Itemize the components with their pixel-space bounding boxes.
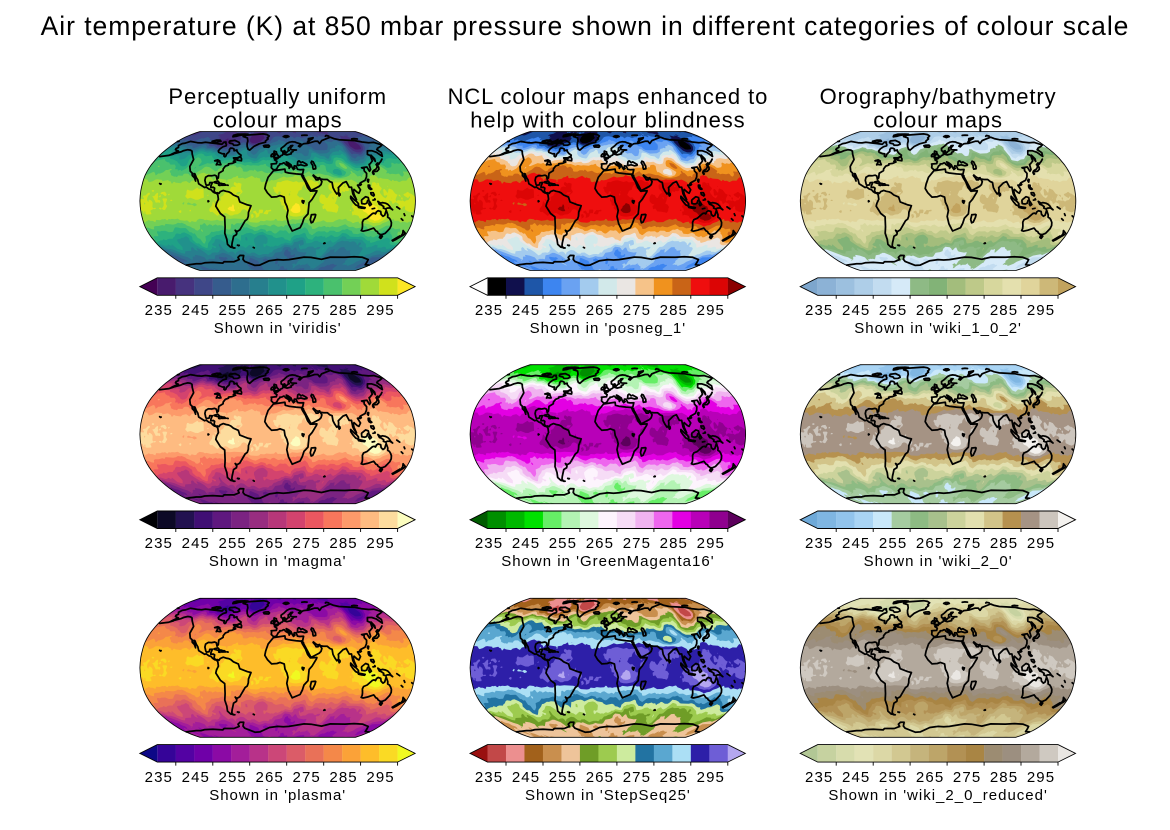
svg-text:285: 285 bbox=[660, 769, 688, 786]
svg-text:NCL colour maps enhanced to: NCL colour maps enhanced to bbox=[448, 84, 769, 109]
svg-text:255: 255 bbox=[219, 535, 247, 552]
svg-text:295: 295 bbox=[1027, 769, 1055, 786]
svg-text:255: 255 bbox=[549, 302, 577, 319]
svg-text:235: 235 bbox=[145, 535, 173, 552]
svg-text:285: 285 bbox=[990, 769, 1018, 786]
svg-text:245: 245 bbox=[182, 535, 210, 552]
svg-text:Shown in 'plasma': Shown in 'plasma' bbox=[209, 787, 346, 804]
svg-text:245: 245 bbox=[182, 302, 210, 319]
svg-text:245: 245 bbox=[512, 302, 540, 319]
svg-text:help with colour blindness: help with colour blindness bbox=[470, 107, 745, 132]
svg-text:235: 235 bbox=[475, 302, 503, 319]
svg-text:Shown in 'wiki_2_0_reduced': Shown in 'wiki_2_0_reduced' bbox=[828, 787, 1048, 804]
svg-text:245: 245 bbox=[842, 769, 870, 786]
svg-text:Shown in 'GreenMagenta16': Shown in 'GreenMagenta16' bbox=[501, 553, 714, 570]
svg-text:285: 285 bbox=[329, 302, 357, 319]
svg-text:275: 275 bbox=[953, 302, 981, 319]
svg-text:245: 245 bbox=[842, 302, 870, 319]
svg-text:285: 285 bbox=[990, 302, 1018, 319]
svg-text:265: 265 bbox=[916, 535, 944, 552]
svg-text:295: 295 bbox=[697, 535, 725, 552]
svg-text:Shown in 'viridis': Shown in 'viridis' bbox=[214, 320, 342, 337]
svg-text:275: 275 bbox=[953, 769, 981, 786]
svg-text:235: 235 bbox=[475, 769, 503, 786]
svg-text:275: 275 bbox=[953, 535, 981, 552]
svg-text:colour maps: colour maps bbox=[213, 107, 343, 132]
svg-text:Air temperature (K) at 850 mba: Air temperature (K) at 850 mbar pressure… bbox=[41, 11, 1130, 41]
svg-text:235: 235 bbox=[145, 302, 173, 319]
svg-text:255: 255 bbox=[879, 302, 907, 319]
svg-text:265: 265 bbox=[586, 302, 614, 319]
svg-text:295: 295 bbox=[366, 769, 394, 786]
svg-text:275: 275 bbox=[623, 535, 651, 552]
svg-text:275: 275 bbox=[293, 535, 321, 552]
svg-text:255: 255 bbox=[549, 769, 577, 786]
svg-text:285: 285 bbox=[660, 535, 688, 552]
svg-text:colour maps: colour maps bbox=[873, 107, 1003, 132]
svg-text:245: 245 bbox=[512, 769, 540, 786]
svg-text:235: 235 bbox=[805, 302, 833, 319]
svg-text:295: 295 bbox=[697, 302, 725, 319]
svg-text:255: 255 bbox=[219, 769, 247, 786]
svg-text:255: 255 bbox=[879, 769, 907, 786]
svg-text:295: 295 bbox=[1027, 535, 1055, 552]
svg-text:275: 275 bbox=[623, 769, 651, 786]
svg-text:295: 295 bbox=[697, 769, 725, 786]
svg-text:285: 285 bbox=[660, 302, 688, 319]
svg-text:255: 255 bbox=[549, 535, 577, 552]
svg-text:245: 245 bbox=[842, 535, 870, 552]
svg-text:275: 275 bbox=[293, 302, 321, 319]
svg-text:235: 235 bbox=[475, 535, 503, 552]
svg-text:285: 285 bbox=[329, 535, 357, 552]
svg-text:295: 295 bbox=[366, 535, 394, 552]
svg-text:265: 265 bbox=[256, 535, 284, 552]
svg-text:265: 265 bbox=[586, 535, 614, 552]
svg-text:265: 265 bbox=[256, 302, 284, 319]
svg-text:Perceptually uniform: Perceptually uniform bbox=[168, 84, 387, 109]
svg-text:285: 285 bbox=[329, 769, 357, 786]
svg-text:245: 245 bbox=[512, 535, 540, 552]
svg-text:265: 265 bbox=[916, 769, 944, 786]
svg-text:245: 245 bbox=[182, 769, 210, 786]
svg-text:275: 275 bbox=[623, 302, 651, 319]
svg-text:295: 295 bbox=[366, 302, 394, 319]
svg-text:265: 265 bbox=[916, 302, 944, 319]
svg-text:255: 255 bbox=[219, 302, 247, 319]
svg-text:Shown in 'wiki_1_0_2': Shown in 'wiki_1_0_2' bbox=[854, 320, 1022, 337]
svg-text:255: 255 bbox=[879, 535, 907, 552]
svg-text:235: 235 bbox=[805, 535, 833, 552]
svg-text:275: 275 bbox=[293, 769, 321, 786]
svg-text:235: 235 bbox=[805, 769, 833, 786]
svg-text:235: 235 bbox=[145, 769, 173, 786]
svg-text:Orography/bathymetry: Orography/bathymetry bbox=[820, 84, 1057, 109]
svg-text:Shown in 'posneg_1': Shown in 'posneg_1' bbox=[530, 320, 687, 337]
svg-text:285: 285 bbox=[990, 535, 1018, 552]
svg-text:265: 265 bbox=[256, 769, 284, 786]
svg-text:Shown in 'StepSeq25': Shown in 'StepSeq25' bbox=[525, 787, 691, 804]
svg-text:Shown in 'magma': Shown in 'magma' bbox=[209, 553, 347, 570]
svg-text:Shown in 'wiki_2_0': Shown in 'wiki_2_0' bbox=[864, 553, 1013, 570]
svg-text:265: 265 bbox=[586, 769, 614, 786]
svg-text:295: 295 bbox=[1027, 302, 1055, 319]
